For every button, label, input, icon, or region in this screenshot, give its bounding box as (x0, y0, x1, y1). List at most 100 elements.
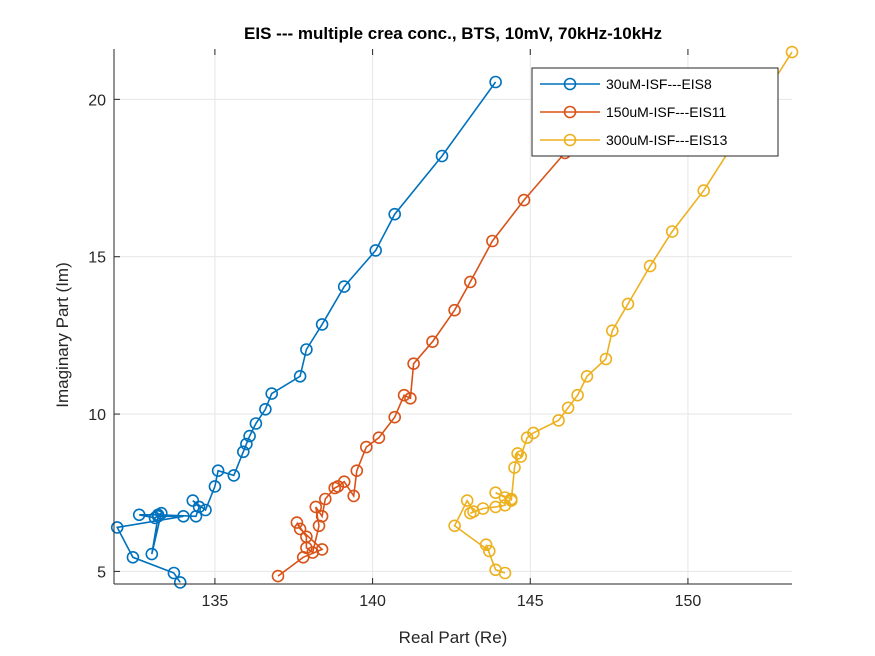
x-tick-label: 135 (202, 593, 229, 610)
data-point (388, 207, 402, 221)
legend-marker (563, 133, 577, 147)
y-axis-label: Imaginary Part (Im) (53, 262, 72, 407)
data-point (309, 500, 323, 514)
data-point (132, 508, 146, 522)
data-point (249, 417, 263, 430)
legend-label: 30uM-ISF---EIS8 (606, 76, 712, 92)
data-point (237, 445, 250, 459)
data-point (151, 509, 165, 523)
x-axis-label: Real Part (Re) (399, 628, 508, 647)
data-point (173, 576, 187, 589)
data-point (145, 547, 159, 561)
data-point (571, 388, 584, 402)
y-tick-label: 15 (88, 250, 106, 267)
y-tick-label: 10 (88, 407, 106, 424)
data-point (504, 492, 518, 506)
data-point (397, 388, 411, 402)
data-point (404, 391, 417, 405)
legend-entry: 150uM-ISF---EIS11 (540, 104, 727, 120)
data-point (479, 538, 493, 552)
data-point (643, 259, 657, 273)
data-point (312, 519, 326, 533)
data-point (240, 437, 253, 451)
data-point (514, 450, 528, 463)
data-point (189, 509, 203, 523)
y-tick-label: 20 (88, 92, 106, 109)
data-point (126, 550, 140, 564)
data-point (372, 431, 386, 445)
axes-lines (113, 49, 792, 585)
data-point (177, 509, 190, 523)
data-point (697, 184, 711, 197)
y-tick-label: 5 (97, 564, 106, 581)
data-point (448, 303, 461, 317)
data-point (199, 503, 212, 517)
data-point (318, 492, 332, 506)
chart-title: EIS --- multiple crea conc., BTS, 10mV, … (244, 24, 662, 43)
data-point (369, 244, 383, 257)
data-point (407, 357, 420, 371)
data-point (315, 318, 329, 331)
legend-box (531, 67, 779, 157)
legend-label: 150uM-ISF---EIS11 (606, 104, 727, 120)
data-point (498, 566, 512, 580)
legend-entry: 30uM-ISF---EIS8 (540, 76, 712, 92)
data-point (208, 480, 222, 493)
data-point (388, 410, 402, 424)
data-point (300, 343, 313, 356)
data-point (482, 544, 496, 558)
data-point (347, 489, 361, 503)
legend: 30uM-ISF---EIS8 150uM-ISF---EIS11 300uM-IS… (531, 67, 779, 157)
data-point (605, 324, 619, 338)
data-point (580, 369, 594, 383)
data-point (435, 149, 449, 163)
data-point (561, 401, 575, 415)
data-point (227, 469, 241, 482)
data-point (486, 234, 499, 248)
data-point (448, 519, 461, 533)
series-2 (271, 146, 572, 583)
data-point (463, 275, 477, 289)
data-point (508, 461, 521, 474)
data-point (511, 447, 524, 460)
data-point (271, 569, 285, 583)
series-3 (448, 45, 799, 580)
data-point (315, 543, 329, 556)
legend-label: 300uM-ISF---EIS13 (606, 132, 728, 148)
data-point (293, 522, 307, 536)
legend-entry: 300uM-ISF---EIS13 (540, 132, 728, 148)
data-point (350, 464, 364, 478)
data-point (467, 505, 480, 518)
data-point (337, 280, 351, 293)
data-point (186, 494, 200, 507)
series-line (453, 51, 793, 574)
data-point (498, 491, 512, 504)
series-layer (110, 45, 799, 589)
data-point (243, 429, 256, 443)
data-point (489, 75, 502, 89)
data-point (155, 506, 168, 520)
data-point (520, 431, 534, 445)
data-point (265, 387, 279, 400)
data-point (167, 566, 181, 580)
data-point (300, 530, 313, 544)
data-point (460, 494, 474, 507)
data-point (296, 550, 310, 564)
data-point (489, 500, 502, 514)
data-point (359, 440, 373, 454)
data-point (290, 516, 304, 529)
legend-marker (563, 105, 577, 119)
data-point (426, 335, 439, 349)
data-point (293, 369, 307, 383)
x-tick-label: 145 (517, 593, 544, 610)
data-point (110, 521, 124, 534)
data-point (785, 45, 799, 59)
data-point (552, 414, 565, 427)
data-point (259, 402, 272, 416)
data-point (517, 193, 531, 207)
data-point (211, 464, 225, 478)
data-point (621, 297, 635, 311)
x-tick-label: 140 (359, 593, 386, 610)
data-point (665, 225, 679, 238)
